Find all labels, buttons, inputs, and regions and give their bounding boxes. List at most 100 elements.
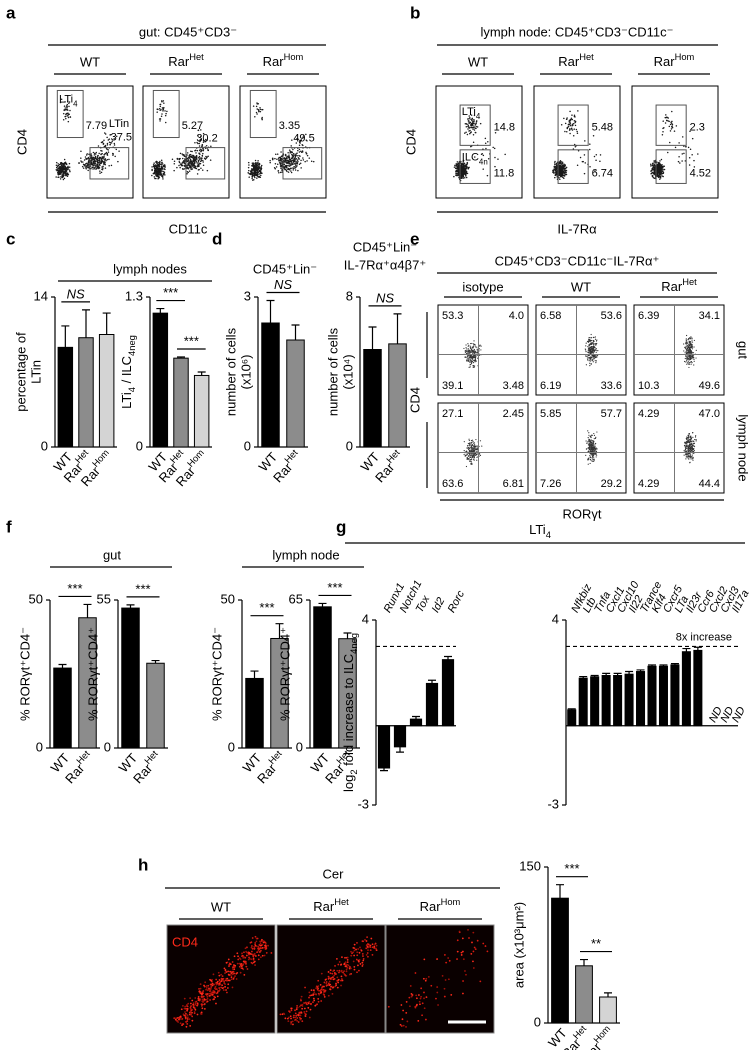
event-dot [269, 162, 271, 164]
event-dot [585, 440, 586, 441]
event-dot [154, 168, 156, 170]
event-dot [108, 159, 110, 161]
stain-dot [210, 986, 212, 988]
event-dot [189, 166, 191, 168]
stain-dot [402, 1018, 404, 1020]
stain-dot [202, 998, 204, 1000]
stain-dot [338, 972, 340, 974]
event-dot [694, 443, 695, 444]
event-dot [96, 152, 98, 154]
panel-title: gut [103, 547, 121, 562]
stain-dot [181, 1008, 183, 1010]
stain-dot [255, 936, 257, 938]
stain-dot [280, 1014, 282, 1016]
event-dot [199, 150, 201, 152]
stain-dot [425, 980, 427, 982]
stain-dot [347, 964, 349, 966]
stain-dot [184, 1006, 186, 1008]
event-dot [474, 448, 475, 449]
stain-dot [305, 1002, 307, 1004]
stain-dot [366, 940, 368, 942]
stain-dot [261, 940, 263, 942]
event-dot [658, 162, 660, 164]
event-dot [88, 153, 90, 155]
stain-dot [298, 1021, 300, 1023]
event-dot [66, 163, 68, 165]
event-dot [589, 143, 591, 145]
event-dot [106, 154, 108, 156]
event-dot [659, 160, 661, 162]
stain-dot [252, 955, 254, 957]
stain-dot [224, 983, 226, 985]
event-dot [159, 104, 161, 106]
event-dot [586, 356, 587, 357]
stain-dot [246, 952, 248, 954]
event-dot [588, 348, 589, 349]
event-dot [464, 177, 466, 179]
event-dot [461, 166, 463, 168]
event-dot [682, 136, 684, 138]
stain-dot [185, 1017, 187, 1019]
event-dot [262, 109, 264, 111]
event-dot [574, 116, 576, 118]
stain-dot [312, 1001, 314, 1003]
event-dot [96, 159, 98, 161]
event-dot [276, 166, 278, 168]
event-dot [465, 350, 466, 351]
event-dot [65, 109, 67, 111]
event-dot [573, 123, 575, 125]
event-dot [306, 160, 308, 162]
stain-dot [471, 942, 473, 944]
event-dot [591, 444, 592, 445]
event-dot [685, 449, 686, 450]
event-dot [653, 169, 655, 171]
quadrant-value: 4.29 [638, 408, 659, 420]
event-dot [284, 158, 286, 160]
event-dot [182, 161, 184, 163]
event-dot [692, 446, 693, 447]
event-dot [255, 160, 257, 162]
event-dot [194, 161, 196, 163]
event-dot [587, 359, 588, 360]
event-dot [475, 132, 477, 134]
event-dot [468, 447, 469, 448]
event-dot [163, 173, 165, 175]
event-dot [469, 459, 470, 460]
stain-dot [191, 1000, 193, 1002]
event-dot [69, 166, 71, 168]
stain-dot [305, 1013, 307, 1015]
event-dot [280, 158, 282, 160]
event-dot [292, 152, 294, 154]
stain-dot [468, 937, 470, 939]
event-dot [161, 167, 163, 169]
event-dot [569, 120, 571, 122]
event-dot [462, 173, 464, 175]
event-dot [254, 168, 256, 170]
event-dot [284, 169, 286, 171]
event-dot [252, 164, 254, 166]
gate-value: 4.52 [690, 167, 711, 179]
event-dot [472, 357, 473, 358]
event-dot [596, 360, 597, 361]
event-dot [474, 444, 475, 445]
stain-dot [363, 958, 365, 960]
event-dot [190, 169, 192, 171]
event-dot [97, 167, 99, 169]
stain-dot [185, 1013, 187, 1015]
event-dot [159, 109, 161, 111]
event-dot [210, 145, 212, 147]
event-dot [675, 147, 677, 149]
text-part: Rar [661, 279, 683, 294]
gate-value: 49.5 [293, 133, 314, 145]
event-dot [461, 171, 463, 173]
event-dot [575, 125, 577, 127]
event-dot [471, 463, 472, 464]
event-dot [595, 159, 597, 161]
stain-dot [216, 984, 218, 986]
gate-value: 3.35 [279, 120, 300, 132]
stain-dot [313, 998, 315, 1000]
event-dot [64, 116, 66, 118]
event-dot [475, 439, 476, 440]
event-dot [686, 352, 687, 353]
axis-label: CD4 [407, 387, 422, 413]
